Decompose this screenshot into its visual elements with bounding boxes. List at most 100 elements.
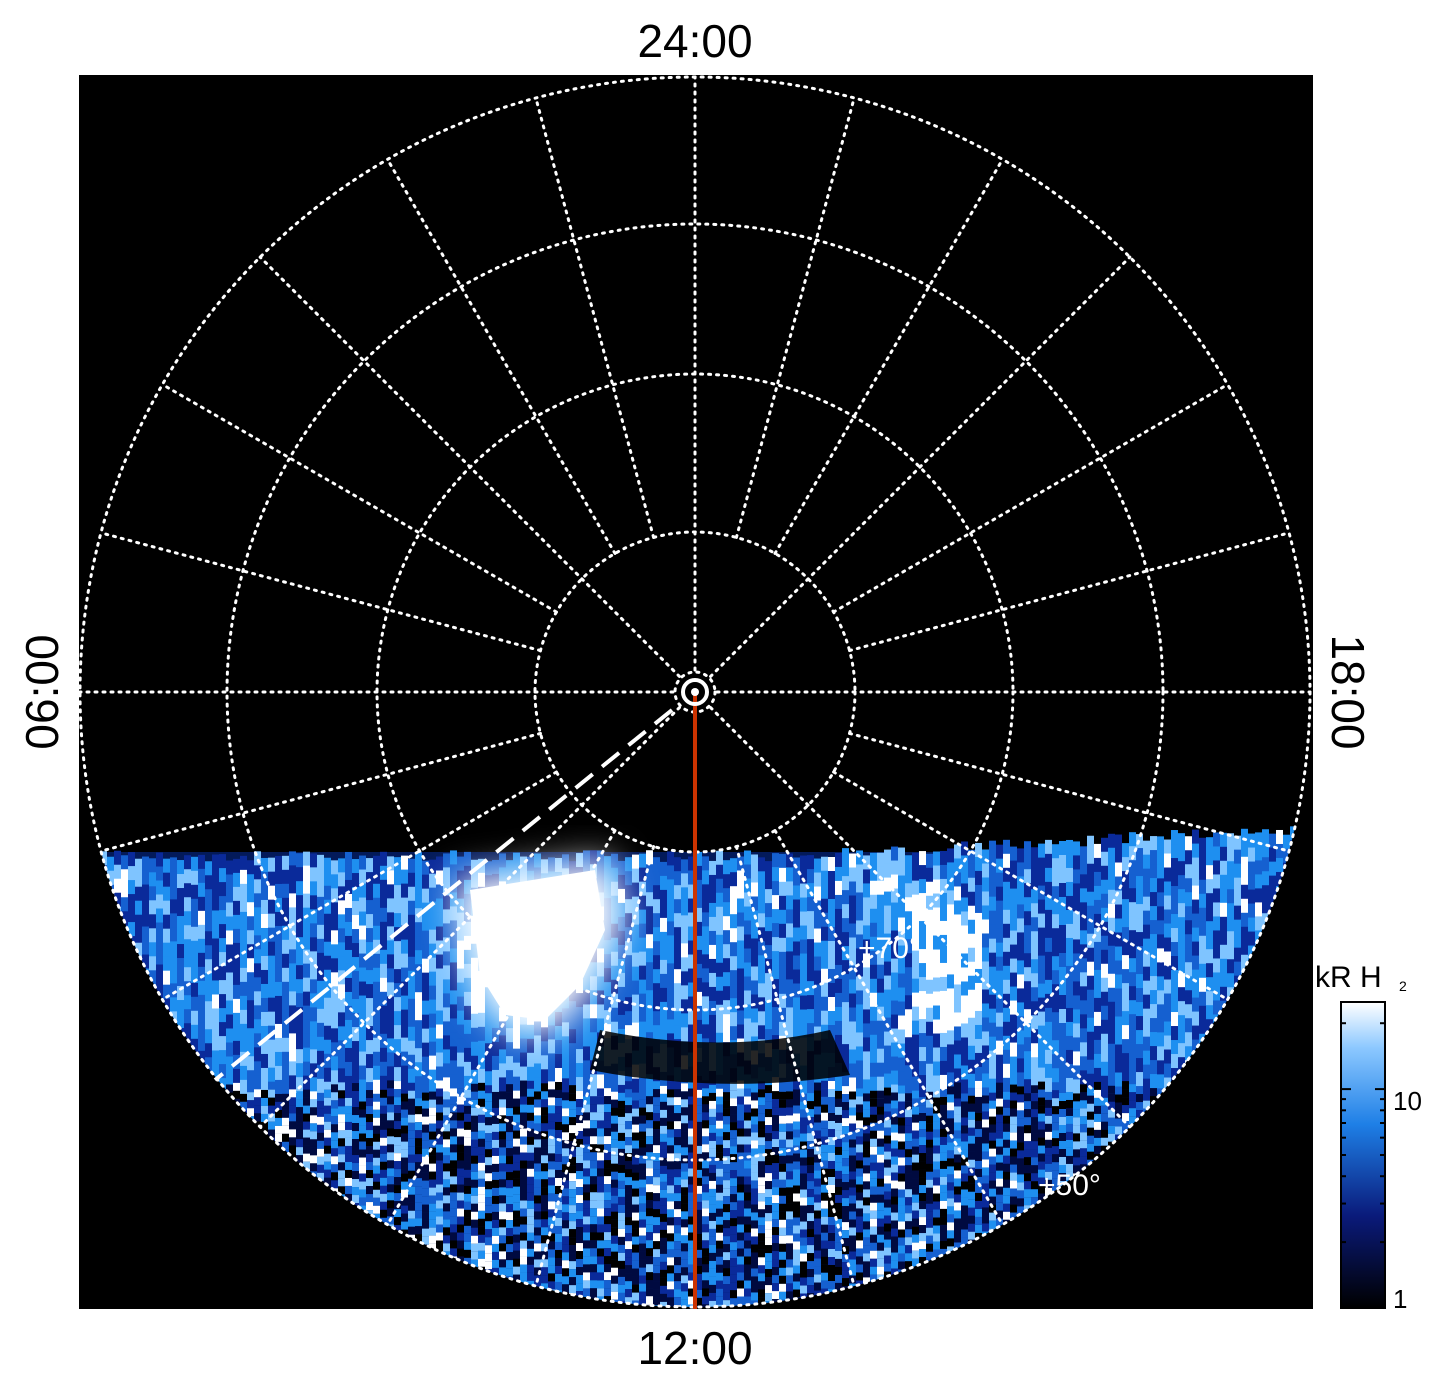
emission-pixel	[597, 1096, 604, 1105]
emission-pixel	[247, 1108, 254, 1117]
emission-pixel	[555, 1265, 562, 1274]
emission-pixel	[373, 1141, 380, 1150]
emission-pixel	[436, 940, 443, 963]
emission-pixel	[324, 1081, 331, 1090]
emission-pixel	[597, 1160, 604, 1169]
emission-pixel	[492, 1211, 499, 1220]
emission-pixel	[611, 1021, 618, 1044]
emission-pixel	[716, 1168, 723, 1177]
emission-pixel	[688, 1200, 695, 1209]
emission-pixel	[730, 928, 737, 951]
emission-pixel	[478, 998, 485, 1021]
emission-pixel	[268, 1053, 275, 1076]
emission-pixel	[562, 1284, 569, 1293]
emission-pixel	[170, 927, 177, 950]
emission-pixel	[765, 1165, 772, 1174]
emission-pixel	[772, 895, 779, 918]
emission-pixel	[471, 1203, 478, 1212]
emission-pixel	[268, 885, 275, 908]
emission-pixel	[310, 979, 317, 1002]
emission-pixel	[800, 953, 807, 976]
emission-pixel	[366, 1186, 373, 1195]
emission-pixel	[849, 1171, 856, 1180]
emission-pixel	[506, 1236, 513, 1245]
emission-pixel	[597, 1200, 604, 1209]
emission-pixel	[408, 886, 415, 909]
emission-pixel	[450, 1152, 457, 1161]
emission-pixel	[226, 986, 233, 1009]
emission-pixel	[737, 1288, 744, 1297]
emission-pixel	[639, 1131, 646, 1140]
emission-pixel	[744, 1224, 751, 1233]
emission-pixel	[331, 1164, 338, 1173]
emission-pixel	[758, 969, 765, 992]
emission-pixel	[765, 1253, 772, 1262]
emission-pixel	[695, 865, 702, 888]
emission-pixel	[289, 907, 296, 930]
emission-pixel	[639, 1227, 646, 1236]
emission-pixel	[471, 1155, 478, 1164]
emission-pixel	[156, 894, 163, 917]
emission-pixel	[226, 944, 233, 967]
emission-pixel	[702, 1208, 709, 1217]
emission-pixel	[338, 1114, 345, 1123]
emission-pixel	[422, 860, 429, 883]
emission-pixel	[513, 1186, 520, 1195]
emission-pixel	[660, 1277, 667, 1286]
emission-pixel	[471, 1243, 478, 1252]
emission-pixel	[800, 1141, 807, 1150]
emission-pixel	[807, 1079, 814, 1102]
emission-pixel	[408, 1138, 415, 1147]
emission-pixel	[765, 1285, 772, 1294]
emission-pixel	[359, 1023, 366, 1046]
emission-pixel	[499, 1107, 506, 1116]
emission-pixel	[282, 1065, 289, 1088]
emission-pixel	[737, 1240, 744, 1249]
emission-pixel	[289, 1113, 296, 1122]
emission-pixel	[541, 1107, 548, 1116]
emission-pixel	[639, 1091, 646, 1100]
emission-pixel	[513, 1048, 520, 1071]
emission-pixel	[457, 954, 464, 977]
emission-pixel	[184, 1023, 191, 1046]
emission-pixel	[681, 971, 688, 994]
emission-pixel	[723, 1148, 730, 1157]
emission-pixel	[758, 1265, 765, 1274]
emission-pixel	[373, 1310, 380, 1318]
emission-pixel	[422, 1309, 429, 1317]
emission-pixel	[835, 1266, 842, 1275]
emission-pixel	[688, 1112, 695, 1121]
emission-pixel	[429, 1091, 436, 1100]
emission-pixel	[303, 1033, 310, 1056]
emission-pixel	[625, 885, 632, 908]
emission-pixel	[632, 1228, 639, 1237]
emission-pixel	[625, 1121, 632, 1130]
emission-pixel	[779, 1195, 786, 1204]
emission-pixel	[485, 1205, 492, 1214]
emission-pixel	[401, 911, 408, 934]
emission-pixel	[758, 1129, 765, 1138]
emission-pixel	[548, 1249, 555, 1258]
emission-pixel	[744, 864, 751, 887]
emission-pixel	[681, 929, 688, 952]
emission-pixel	[646, 1256, 653, 1265]
emission-pixel	[478, 1162, 485, 1171]
emission-pixel	[709, 1300, 716, 1307]
emission-pixel	[842, 1190, 849, 1199]
emission-pixel	[513, 1034, 520, 1057]
emission-pixel	[681, 1219, 688, 1228]
emission-pixel	[569, 1157, 576, 1166]
emission-pixel	[380, 879, 387, 902]
emission-pixel	[303, 865, 310, 888]
emission-pixel	[828, 1233, 835, 1241]
emission-pixel	[695, 935, 702, 958]
emission-pixel	[716, 1128, 723, 1137]
emission-pixel	[632, 1284, 639, 1293]
emission-pixel	[163, 858, 170, 881]
emission-pixel	[541, 1123, 548, 1132]
emission-pixel	[716, 1192, 723, 1201]
emission-pixel	[268, 1097, 275, 1106]
emission-pixel	[702, 1144, 709, 1153]
emission-pixel	[842, 904, 849, 927]
